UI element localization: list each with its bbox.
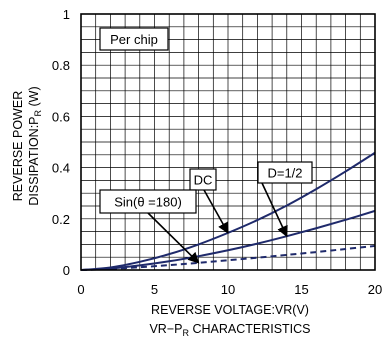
y-tick-label: 0.4	[52, 161, 70, 176]
y-axis-title-line1: REVERSE POWER	[11, 91, 25, 201]
x-tick-label: 10	[221, 282, 235, 297]
callouts: DC D=1/2 Sin(θ =180)	[99, 161, 313, 264]
y-tick-label: 1	[63, 7, 70, 22]
x-axis-title: REVERSE VOLTAGE:VR(V)	[151, 303, 309, 317]
callout-box-d-1-2	[257, 161, 313, 184]
x-tick-label: 20	[368, 282, 382, 297]
chart-title: VR−PR CHARACTERISTICS	[149, 322, 310, 338]
x-tick-label: 0	[77, 282, 84, 297]
series-line-sin-180	[80, 244, 376, 271]
callout-box-dc	[189, 168, 217, 191]
y-tick-label: 0.2	[52, 212, 70, 227]
callout-label-sin-180: Sin(θ =180)	[114, 195, 182, 210]
y-tick-label: 0.6	[52, 109, 70, 124]
callout-label-dc: DC	[194, 173, 213, 188]
y-tick-label: 0.8	[52, 58, 70, 73]
callout-arrow-dc	[203, 189, 229, 234]
series-line-d-1-2	[80, 209, 376, 271]
y-tick-label: 0	[63, 263, 70, 278]
callout-box-sin-180	[99, 189, 197, 214]
annotation-box	[99, 27, 169, 51]
x-tick-label: 5	[151, 282, 158, 297]
callout-arrow-d-1-2	[261, 182, 288, 238]
annotation-per-chip: Per chip	[110, 32, 158, 47]
x-tick-labels: 0 5 10 15 20	[77, 282, 382, 297]
x-tick-label: 15	[294, 282, 308, 297]
callout-label-d-1-2: D=1/2	[267, 166, 302, 181]
y-tick-labels: 0 0.2 0.4 0.6 0.8 1	[52, 7, 70, 278]
y-axis-title-line2: DISSIPATION:PR (W)	[27, 86, 43, 205]
plot-frame	[80, 13, 376, 271]
callout-arrow-sin-180	[147, 212, 200, 264]
